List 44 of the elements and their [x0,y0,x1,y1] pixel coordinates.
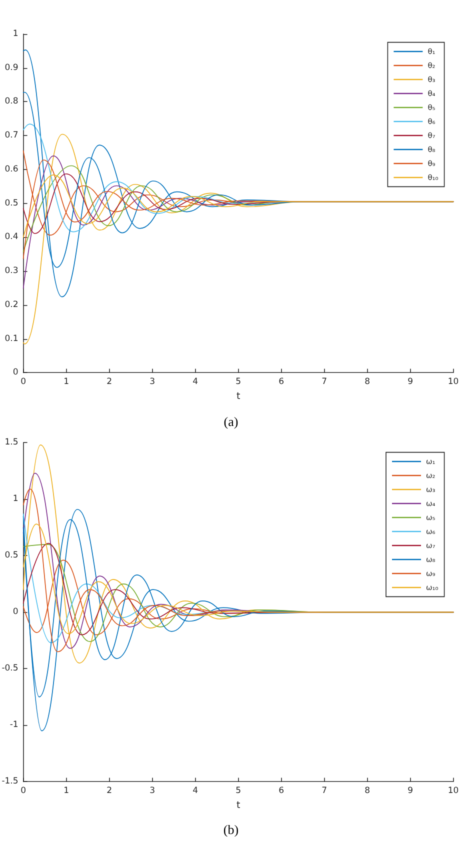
x-tick-label: 2 [106,786,112,796]
y-tick-label: 0.9 [4,62,18,73]
x-tick-label: 3 [150,786,156,796]
x-tick-label: 8 [364,786,370,796]
y-tick-label: -0.5 [2,664,18,674]
y-tick-label: 0 [12,368,18,378]
x-tick-label: 1 [64,377,70,388]
y-tick-label: 0.8 [4,96,18,107]
y-tick-label: 0.1 [4,334,18,344]
x-tick-label: 0 [20,377,26,388]
y-tick-label: 0.3 [4,266,18,276]
x-tick-label: 0 [20,786,26,796]
x-tick-label: 6 [278,786,284,796]
x-tick-label: 1 [64,786,70,796]
x-tick-label: 10 [448,786,459,796]
y-tick-label: 0.2 [4,300,18,310]
x-tick-label: 3 [150,377,156,388]
x-tick-label: 4 [192,786,198,796]
x-tick-label: 10 [448,377,459,388]
x-tick-label: 6 [278,377,284,388]
x-tick-label: 9 [408,377,414,388]
text: (b) [223,822,239,837]
x-tick-label: 9 [408,786,414,796]
y-tick-label: 0.6 [4,164,18,174]
x-tick-label: 5 [236,786,242,796]
x-tick-label: 4 [192,377,198,388]
x-tick-label: 7 [322,377,328,388]
y-tick-label: 0.5 [4,550,18,561]
y-tick-label: -1.5 [2,776,18,787]
y-tick-label: 0 [12,607,18,618]
x-tick-label: 8 [364,377,370,388]
y-tick-label: 1 [12,494,18,504]
y-tick-label: 0.5 [4,198,18,208]
x-tick-label: 7 [322,786,328,796]
text: (a) [224,414,238,429]
y-tick-label: 1.5 [4,438,18,448]
y-tick-label: 0.4 [4,232,18,242]
y-tick-label: 1 [12,29,18,39]
y-tick-label: 0.7 [4,130,18,141]
y-tick-label: -1 [10,720,18,730]
x-tick-label: 2 [106,377,112,388]
x-axis-title: t [236,391,240,402]
x-axis-title: t [236,800,240,812]
x-tick-label: 5 [236,377,242,388]
